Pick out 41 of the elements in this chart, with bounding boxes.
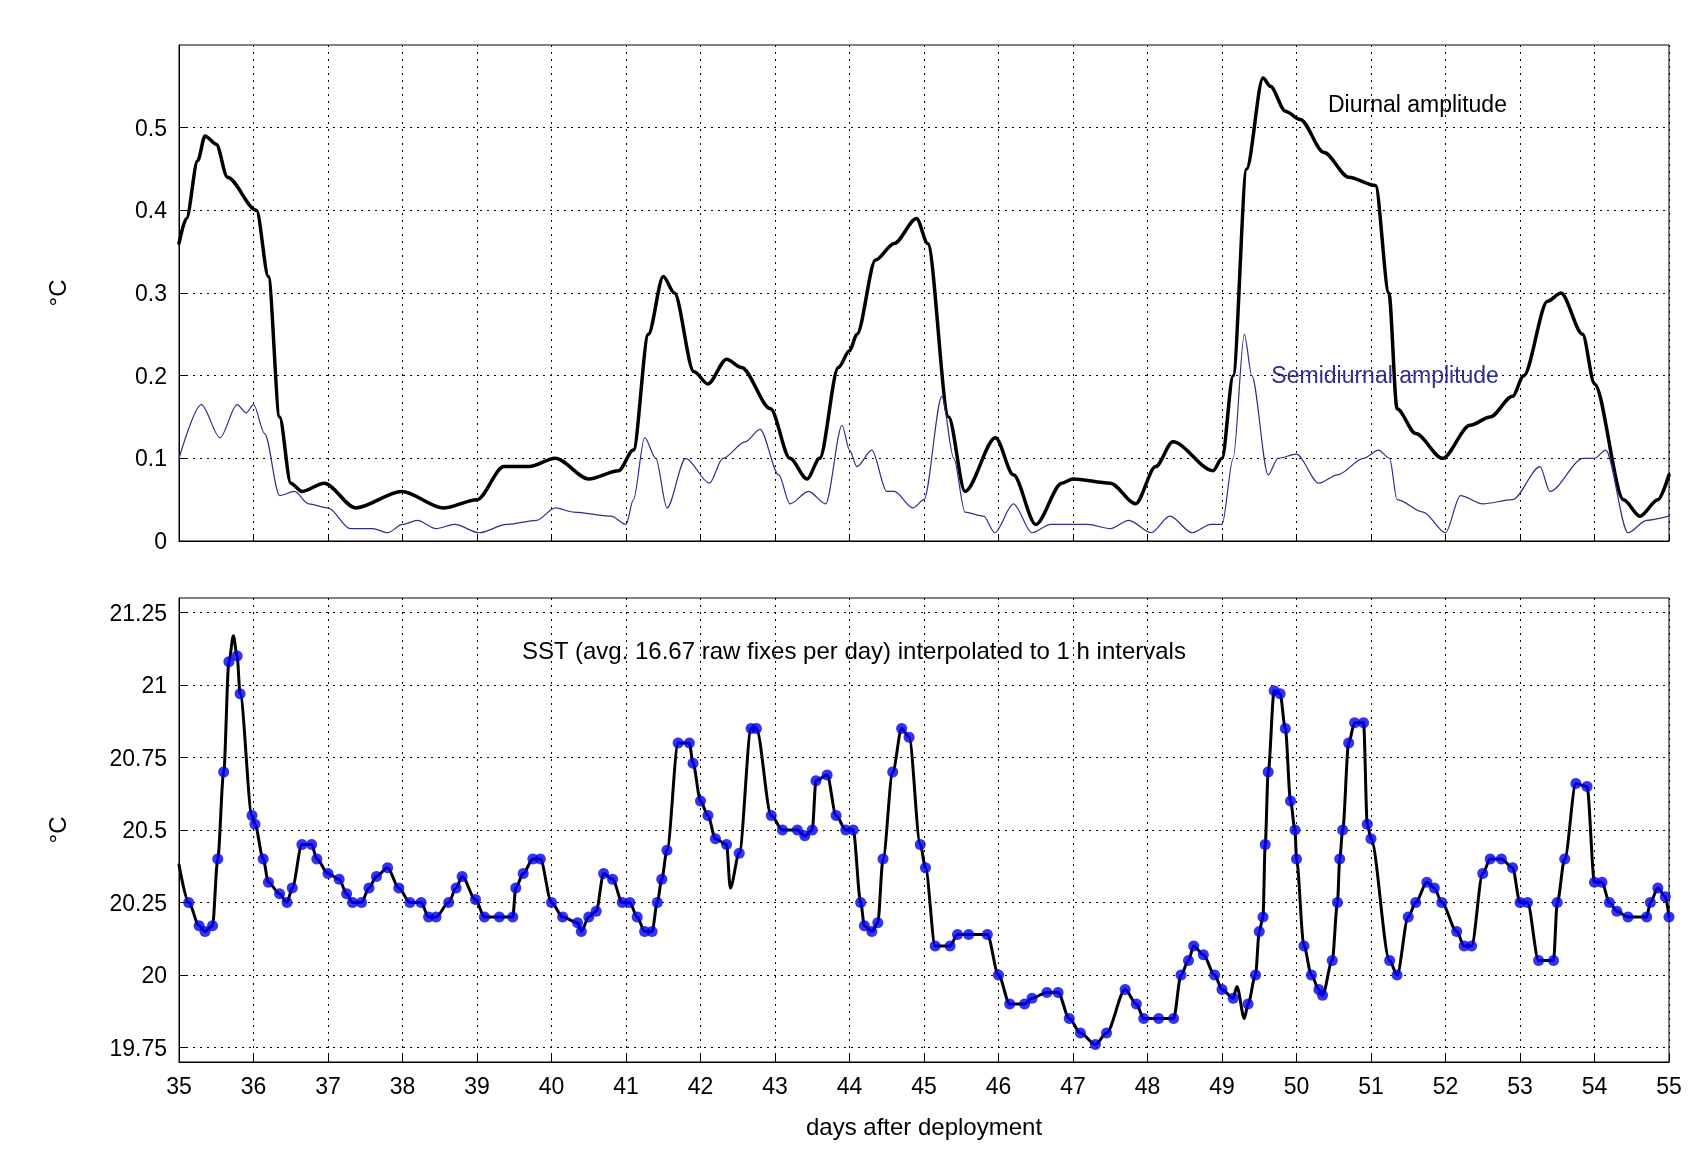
- series-label: Semidiurnal amplitude: [1271, 362, 1499, 389]
- x-tick-label: 46: [985, 1072, 1012, 1099]
- y-tick-label: 19.75: [109, 1034, 167, 1061]
- y-tick-label: 0.5: [135, 114, 167, 141]
- x-tick-label: 37: [315, 1072, 341, 1099]
- x-tick-label: 40: [538, 1072, 565, 1099]
- line-series: [178, 333, 1670, 534]
- x-tick-label: 55: [1656, 1072, 1682, 1099]
- x-tick-label: 47: [1060, 1072, 1086, 1099]
- y-axis-title: °C: [43, 816, 71, 844]
- y-tick-label: 0.1: [135, 445, 167, 472]
- x-tick-label: 44: [836, 1072, 863, 1099]
- x-tick-label: 35: [166, 1072, 192, 1099]
- x-tick-label: 54: [1581, 1072, 1608, 1099]
- y-tick-label: 21: [141, 672, 167, 698]
- x-tick-label: 41: [613, 1072, 639, 1099]
- y-tick-label: 0.3: [135, 280, 167, 306]
- y-tick-label: 0.4: [135, 197, 168, 224]
- x-tick-label: 53: [1507, 1072, 1533, 1099]
- x-tick-label: 51: [1358, 1072, 1384, 1099]
- x-tick-label: 45: [911, 1072, 937, 1099]
- y-tick-label: 20.25: [109, 889, 167, 916]
- y-tick-label: 20.75: [109, 744, 167, 771]
- x-tick-label: 42: [687, 1072, 714, 1099]
- x-tick-label: 39: [464, 1072, 490, 1099]
- y-tick-label: 21.25: [109, 599, 167, 626]
- annotation: SST (avg. 16.67 raw fixes per day) interpolated to 1 h intervals: [522, 636, 1186, 664]
- x-tick-label: 48: [1134, 1072, 1161, 1099]
- x-tick-label: 50: [1283, 1072, 1310, 1099]
- x-tick-label: 38: [389, 1072, 416, 1099]
- series-label: Diurnal amplitude: [1327, 91, 1507, 118]
- x-tick-label: 52: [1432, 1072, 1459, 1099]
- y-tick-label: 20: [141, 962, 167, 988]
- y-tick-label: 0: [154, 528, 167, 554]
- x-tick-label: 49: [1209, 1072, 1235, 1099]
- x-tick-label: 36: [240, 1072, 267, 1099]
- x-tick-label: 43: [762, 1072, 788, 1099]
- y-tick-label: 20.5: [122, 817, 167, 843]
- x-axis-title: days after deployment: [805, 1112, 1043, 1140]
- y-axis-title: °C: [43, 279, 71, 307]
- y-tick-label: 0.2: [135, 362, 167, 389]
